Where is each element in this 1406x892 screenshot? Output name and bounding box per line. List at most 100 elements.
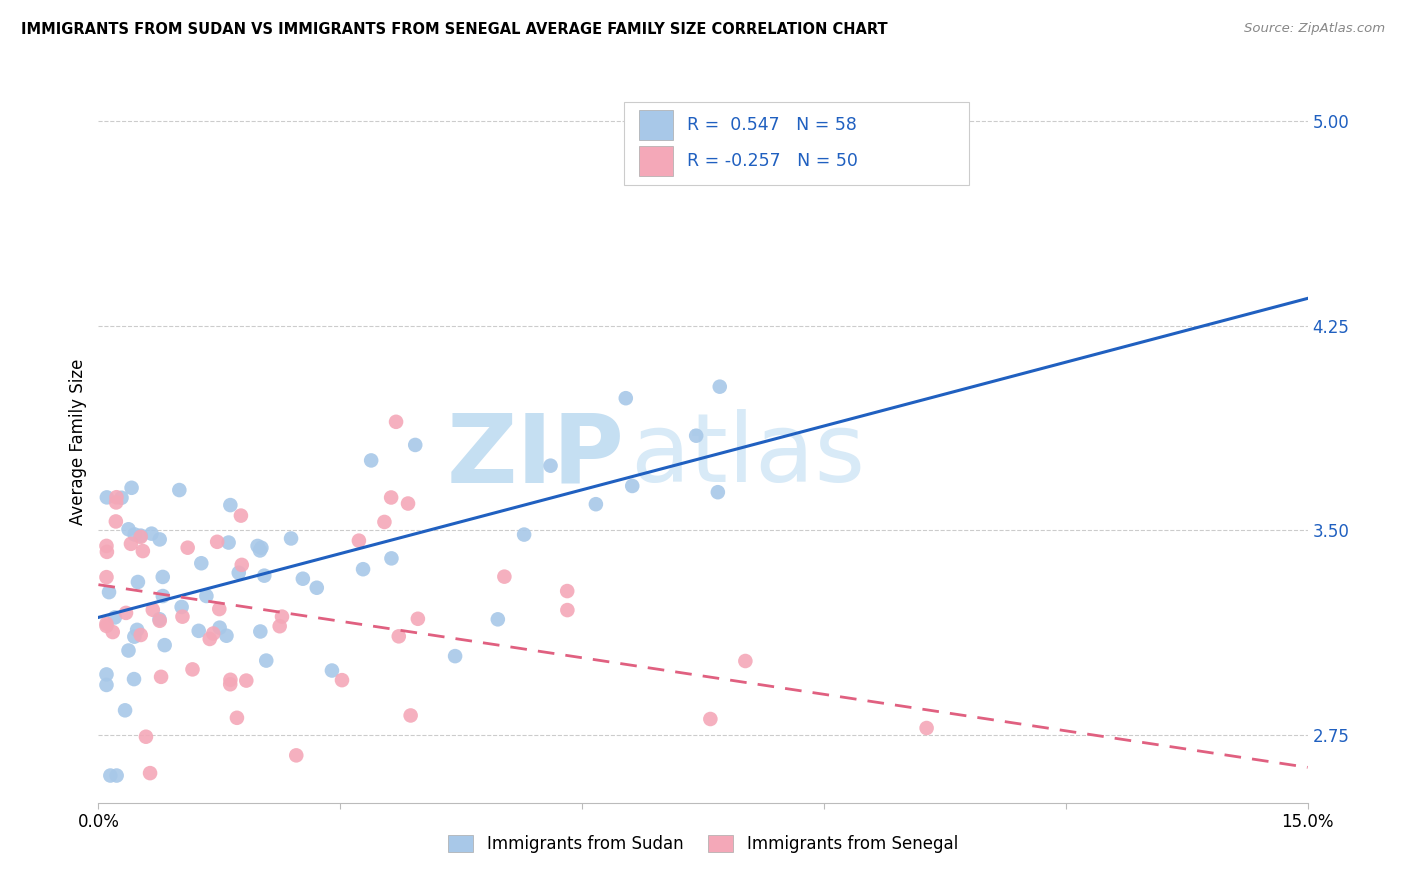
Point <box>96 539 118 553</box>
Text: R = -0.257   N = 50: R = -0.257 N = 50 <box>688 153 858 170</box>
Point <box>148 612 170 626</box>
Point <box>219 677 242 691</box>
Point <box>734 654 756 668</box>
Point <box>129 528 152 542</box>
Point <box>219 498 242 512</box>
Point <box>709 379 731 393</box>
Point <box>117 522 139 536</box>
Point <box>321 664 343 678</box>
Point <box>250 541 273 555</box>
Point <box>120 537 142 551</box>
Point <box>115 606 138 620</box>
Point <box>172 609 194 624</box>
Point <box>285 748 308 763</box>
Point <box>122 672 145 686</box>
Point <box>385 415 408 429</box>
Point <box>150 670 173 684</box>
Point <box>685 428 707 442</box>
Point <box>707 485 730 500</box>
Point <box>181 662 204 676</box>
Point <box>269 619 291 633</box>
Point <box>494 569 516 583</box>
Point <box>254 654 277 668</box>
Point <box>540 458 562 473</box>
Point <box>105 495 128 509</box>
Point <box>271 609 294 624</box>
Point <box>141 526 163 541</box>
Point <box>96 667 118 681</box>
Point <box>153 638 176 652</box>
Point <box>406 612 429 626</box>
Point <box>190 556 212 570</box>
Point <box>915 721 938 735</box>
FancyBboxPatch shape <box>638 110 673 140</box>
Y-axis label: Average Family Size: Average Family Size <box>69 359 87 524</box>
Point <box>110 491 132 505</box>
Point <box>105 768 128 782</box>
Point <box>444 649 467 664</box>
Point <box>231 558 253 572</box>
Point <box>253 568 276 582</box>
Point <box>246 539 269 553</box>
Point <box>124 527 146 541</box>
Point <box>229 508 252 523</box>
Point <box>104 610 127 624</box>
Point <box>149 614 172 628</box>
Point <box>176 541 198 555</box>
Point <box>101 625 124 640</box>
Point <box>208 621 231 635</box>
Point <box>129 628 152 642</box>
Point <box>96 545 118 559</box>
Point <box>198 632 221 646</box>
Text: R =  0.547   N = 58: R = 0.547 N = 58 <box>688 116 858 134</box>
Point <box>149 533 172 547</box>
Point <box>699 712 721 726</box>
Point <box>152 570 174 584</box>
Point <box>96 678 118 692</box>
Text: Source: ZipAtlas.com: Source: ZipAtlas.com <box>1244 22 1385 36</box>
Point <box>169 483 191 497</box>
Point <box>117 643 139 657</box>
Point <box>195 589 218 603</box>
Point <box>352 562 374 576</box>
Point <box>152 589 174 603</box>
Point <box>205 534 228 549</box>
Point <box>121 481 143 495</box>
Point <box>380 551 402 566</box>
Point <box>202 626 225 640</box>
Text: IMMIGRANTS FROM SUDAN VS IMMIGRANTS FROM SENEGAL AVERAGE FAMILY SIZE CORRELATION: IMMIGRANTS FROM SUDAN VS IMMIGRANTS FROM… <box>21 22 887 37</box>
Point <box>139 766 162 780</box>
Point <box>330 673 353 687</box>
FancyBboxPatch shape <box>624 102 969 185</box>
Point <box>132 544 155 558</box>
Point <box>127 623 149 637</box>
Point <box>96 570 118 584</box>
Point <box>98 768 121 782</box>
Text: atlas: atlas <box>630 409 866 502</box>
Point <box>226 711 249 725</box>
Point <box>557 603 579 617</box>
Point <box>305 581 328 595</box>
Point <box>170 599 193 614</box>
Point <box>219 673 242 687</box>
Point <box>404 438 426 452</box>
Point <box>555 584 578 599</box>
Point <box>104 515 127 529</box>
Legend: Immigrants from Sudan, Immigrants from Senegal: Immigrants from Sudan, Immigrants from S… <box>441 828 965 860</box>
Point <box>235 673 257 688</box>
Point <box>280 532 302 546</box>
Point <box>127 574 149 589</box>
Point <box>187 624 209 638</box>
Point <box>129 530 152 544</box>
Point <box>486 612 509 626</box>
Point <box>585 497 607 511</box>
Point <box>249 543 271 558</box>
Point <box>215 629 238 643</box>
Point <box>228 566 250 580</box>
Point <box>96 619 118 633</box>
Point <box>98 585 121 599</box>
FancyBboxPatch shape <box>638 146 673 177</box>
Point <box>347 533 370 548</box>
Point <box>388 629 411 643</box>
Point <box>96 616 118 631</box>
